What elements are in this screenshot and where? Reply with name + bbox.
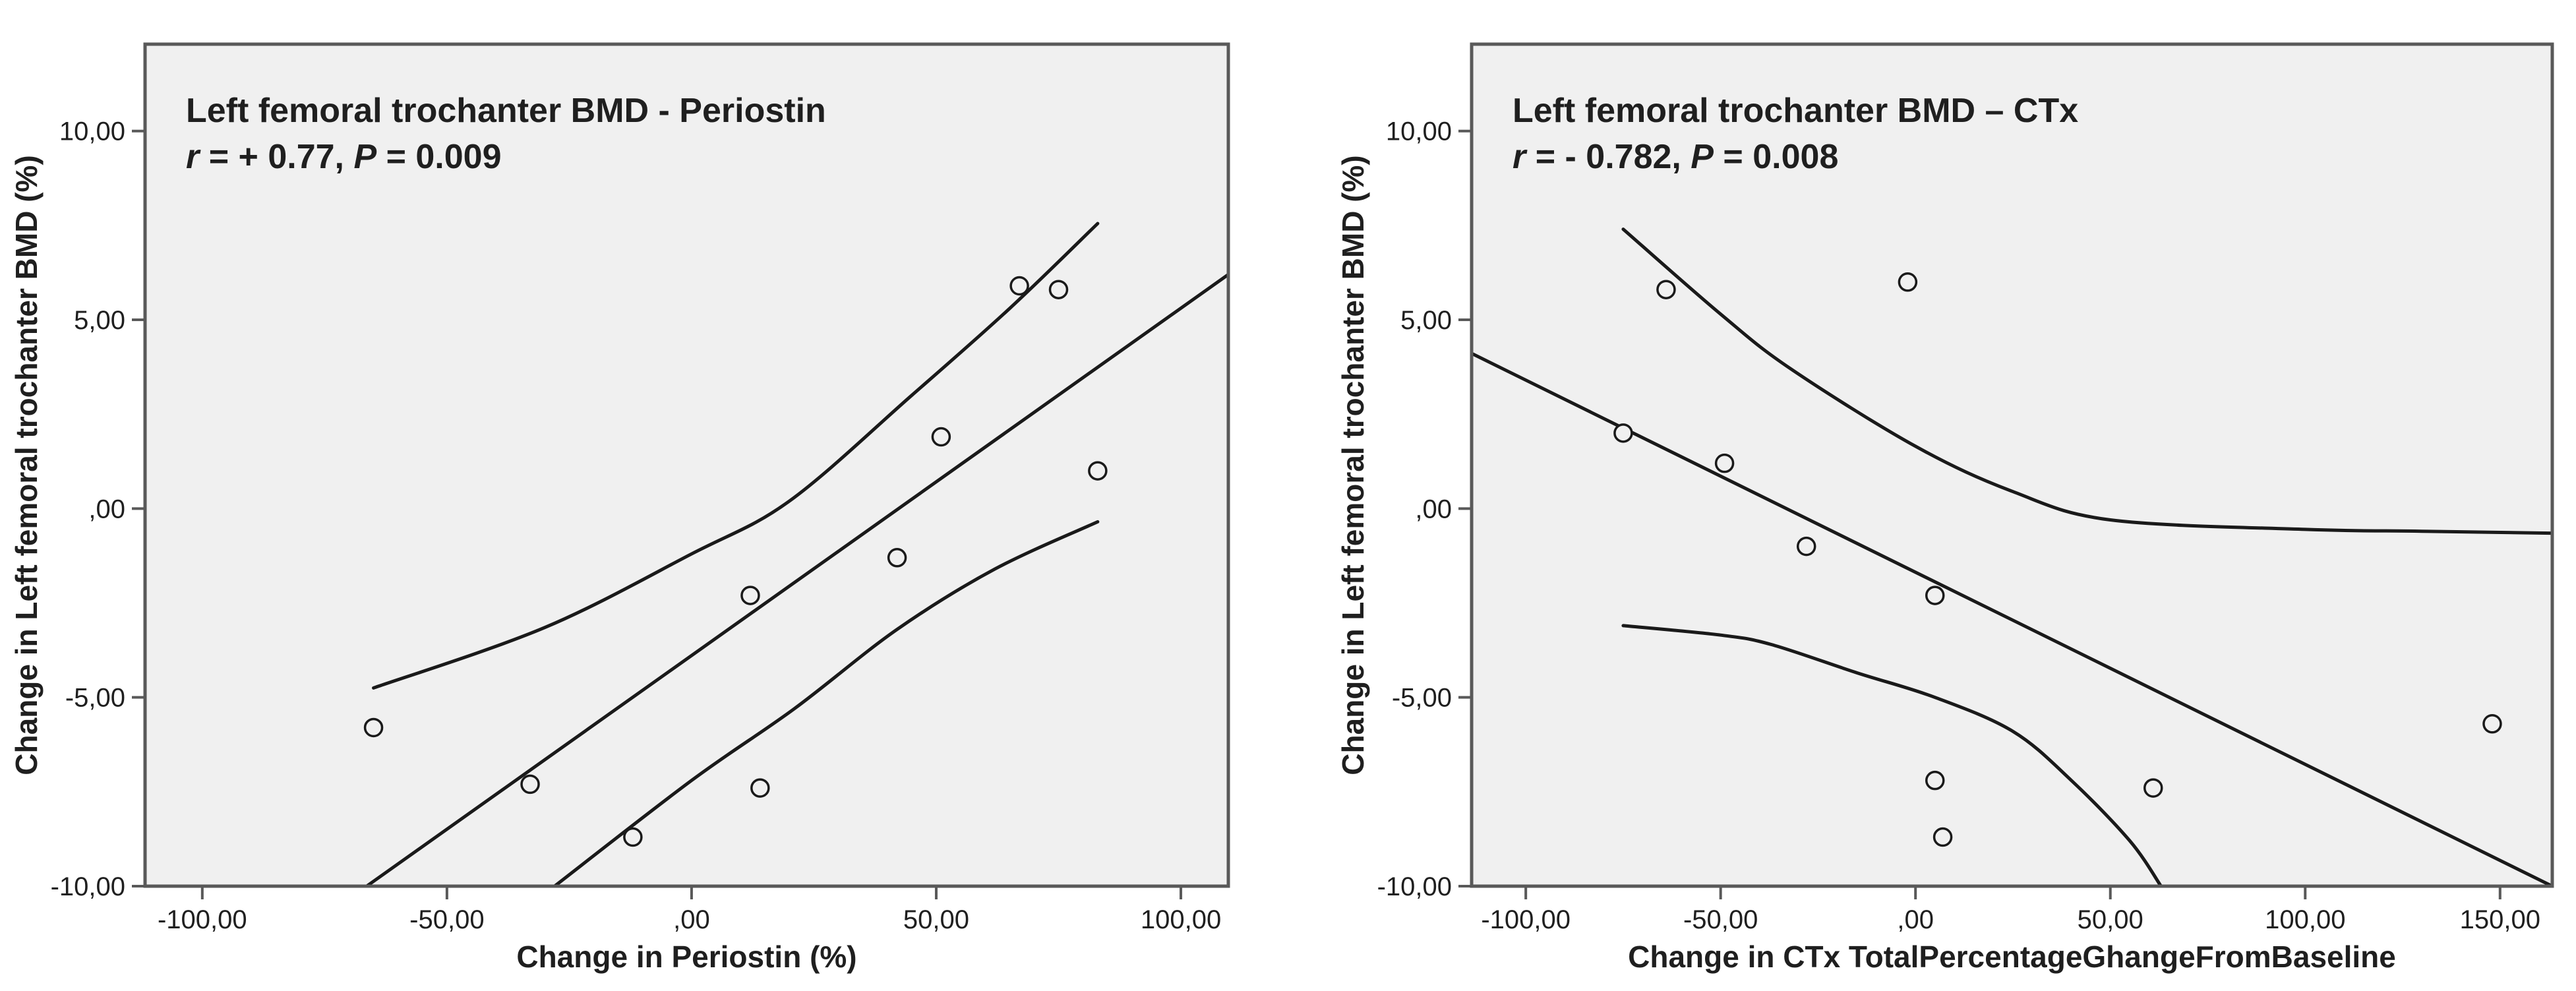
x-tick-label: ,00 bbox=[673, 905, 710, 934]
y-tick-label: -5,00 bbox=[65, 684, 125, 713]
x-tick-label: -50,00 bbox=[409, 905, 484, 934]
data-point bbox=[750, 778, 770, 798]
data-point bbox=[363, 717, 384, 738]
y-tick-label: -10,00 bbox=[1377, 872, 1452, 901]
data-point bbox=[740, 586, 760, 605]
ci-upper-curve bbox=[1621, 227, 2553, 535]
data-point bbox=[1898, 272, 1918, 292]
chart-title: Left femoral trochanter BMD – CTx bbox=[1513, 92, 2078, 130]
y-tick-label: ,00 bbox=[1415, 495, 1452, 524]
x-tick-label: 100,00 bbox=[1141, 905, 1221, 934]
x-tick-label: 50,00 bbox=[903, 905, 969, 934]
data-point bbox=[623, 827, 643, 847]
data-point bbox=[1714, 453, 1735, 473]
data-point bbox=[1613, 423, 1633, 443]
x-axis-label: Change in CTx TotalPercentageGhangeFromB… bbox=[1628, 940, 2396, 974]
data-point bbox=[931, 427, 951, 447]
chart-title: Left femoral trochanter BMD - Periostin bbox=[186, 92, 826, 130]
data-point bbox=[1088, 461, 1108, 481]
data-point bbox=[2482, 714, 2502, 734]
y-tick-label: 5,00 bbox=[1400, 306, 1452, 335]
regression-line bbox=[1470, 351, 2554, 888]
ci-lower-curve bbox=[1621, 624, 2163, 888]
x-tick-label: ,00 bbox=[1897, 905, 1934, 934]
plot-frame bbox=[143, 42, 1230, 888]
x-tick-label: -100,00 bbox=[158, 905, 247, 934]
y-tick-label: ,00 bbox=[88, 495, 125, 524]
plot-area bbox=[1472, 44, 2552, 886]
x-tick-label: 50,00 bbox=[2078, 905, 2143, 934]
y-axis-label: Change in Left femoral trochanter BMD (%… bbox=[9, 155, 44, 775]
data-point bbox=[2143, 778, 2163, 798]
y-tick-label: 5,00 bbox=[74, 306, 125, 335]
data-point bbox=[1009, 276, 1029, 296]
chart-periostin: -100,00 -50,00 ,00 50,00 100,00 10,00 5,00 ,00 -… bbox=[9, 42, 1230, 974]
x-tick-label: 100,00 bbox=[2265, 905, 2345, 934]
y-tick-label: -5,00 bbox=[1392, 684, 1452, 713]
y-axis-label: Change in Left femoral trochanter BMD (%… bbox=[1336, 155, 1370, 775]
data-point bbox=[1932, 827, 1953, 847]
chart-stats: r = - 0.782, P = 0.008 bbox=[1513, 138, 1838, 176]
data-point bbox=[887, 548, 907, 568]
data-point bbox=[1925, 586, 1945, 605]
y-tick-label: 10,00 bbox=[1386, 117, 1452, 146]
x-tick-label: -50,00 bbox=[1683, 905, 1758, 934]
x-tick-label: -100,00 bbox=[1481, 905, 1571, 934]
chart-stats: r = + 0.77, P = 0.009 bbox=[186, 138, 502, 176]
chart-ctx: -100,00 -50,00 ,00 50,00 100,00 150,00 10,00 5,… bbox=[1336, 42, 2554, 974]
data-point bbox=[1925, 770, 1945, 791]
y-tick-label: 10,00 bbox=[59, 117, 125, 146]
data-point bbox=[520, 774, 540, 795]
plot-frame bbox=[1470, 42, 2554, 888]
x-axis-label: Change in Periostin (%) bbox=[516, 940, 856, 974]
data-point bbox=[1796, 536, 1816, 556]
data-point bbox=[1048, 280, 1069, 299]
y-tick-label: -10,00 bbox=[51, 872, 125, 901]
ci-upper-curve bbox=[372, 222, 1100, 690]
data-point bbox=[1656, 280, 1676, 299]
ci-lower-curve bbox=[553, 520, 1100, 888]
plot-area bbox=[145, 44, 1228, 886]
x-tick-label: 150,00 bbox=[2460, 905, 2540, 934]
regression-line bbox=[365, 272, 1230, 888]
